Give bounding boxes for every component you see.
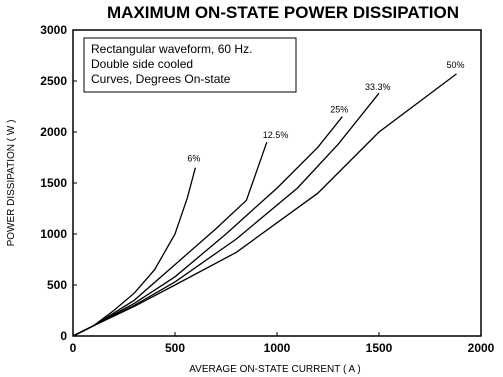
y-tick-label: 2500 [40, 74, 67, 88]
x-tick-label: 500 [165, 341, 185, 355]
y-tick-label: 500 [47, 278, 67, 292]
curve-label: 50% [447, 60, 465, 70]
note-line-waveform: Rectangular waveform, 60 Hz. [91, 42, 252, 56]
chart-title: MAXIMUM ON-STATE POWER DISSIPATION [107, 3, 459, 22]
x-axis-label: AVERAGE ON-STATE CURRENT ( A ) [189, 364, 361, 375]
curve-label: 25% [330, 105, 348, 115]
curve-label: 12.5% [263, 130, 289, 140]
y-tick-label: 0 [60, 329, 67, 343]
note-line-cooling: Double side cooled [91, 57, 193, 71]
y-tick-label: 1000 [40, 227, 67, 241]
x-tick-label: 2000 [468, 341, 495, 355]
axis-ticks: 0 500 1000 1500 2000 0 500 1000 1500 2000 2500 3000 [40, 23, 494, 355]
curve-label: 33.3% [365, 82, 391, 92]
x-tick-label: 0 [70, 341, 77, 355]
curve-line [72, 141, 268, 337]
curve-line [72, 92, 380, 337]
curve-label: 6% [187, 154, 200, 164]
note-line-curves: Curves, Degrees On-state [91, 72, 231, 86]
y-axis-label: POWER DISSIPATION ( W ) [6, 120, 17, 247]
x-tick-label: 1000 [264, 341, 291, 355]
y-tick-label: 1500 [40, 176, 67, 190]
note-box-border [83, 37, 297, 93]
curve-line [72, 167, 197, 337]
curves: 6% 12.5% 25% 33.3% 50% [72, 60, 465, 337]
chart-note-box: Rectangular waveform, 60 Hz. Double side… [83, 37, 297, 93]
y-tick-label: 3000 [40, 23, 67, 37]
y-tick-label: 2000 [40, 125, 67, 139]
curve-line [72, 116, 343, 337]
x-tick-label: 1500 [366, 341, 393, 355]
curve-line [72, 73, 457, 337]
